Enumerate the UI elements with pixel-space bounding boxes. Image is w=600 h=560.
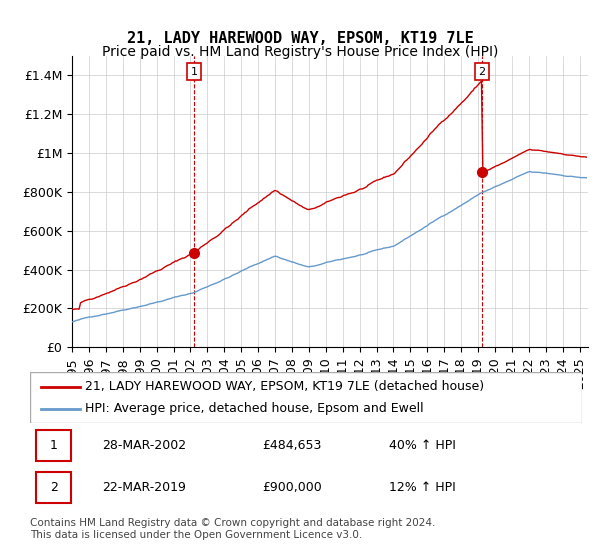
Text: 22-MAR-2019: 22-MAR-2019 [102, 480, 185, 494]
Text: 1: 1 [191, 67, 198, 77]
Text: 12% ↑ HPI: 12% ↑ HPI [389, 480, 455, 494]
Text: 1: 1 [50, 438, 58, 451]
Text: 28-MAR-2002: 28-MAR-2002 [102, 438, 186, 451]
FancyBboxPatch shape [35, 472, 71, 503]
Text: 21, LADY HAREWOOD WAY, EPSOM, KT19 7LE (detached house): 21, LADY HAREWOOD WAY, EPSOM, KT19 7LE (… [85, 380, 484, 393]
Text: 2: 2 [478, 67, 485, 77]
Text: Price paid vs. HM Land Registry's House Price Index (HPI): Price paid vs. HM Land Registry's House … [102, 45, 498, 59]
Text: HPI: Average price, detached house, Epsom and Ewell: HPI: Average price, detached house, Epso… [85, 402, 424, 415]
Text: Contains HM Land Registry data © Crown copyright and database right 2024.
This d: Contains HM Land Registry data © Crown c… [30, 518, 436, 540]
Text: £484,653: £484,653 [262, 438, 321, 451]
Text: 21, LADY HAREWOOD WAY, EPSOM, KT19 7LE: 21, LADY HAREWOOD WAY, EPSOM, KT19 7LE [127, 31, 473, 46]
FancyBboxPatch shape [30, 372, 582, 423]
FancyBboxPatch shape [35, 430, 71, 461]
Text: £900,000: £900,000 [262, 480, 322, 494]
Text: 2: 2 [50, 480, 58, 494]
Text: 40% ↑ HPI: 40% ↑ HPI [389, 438, 455, 451]
